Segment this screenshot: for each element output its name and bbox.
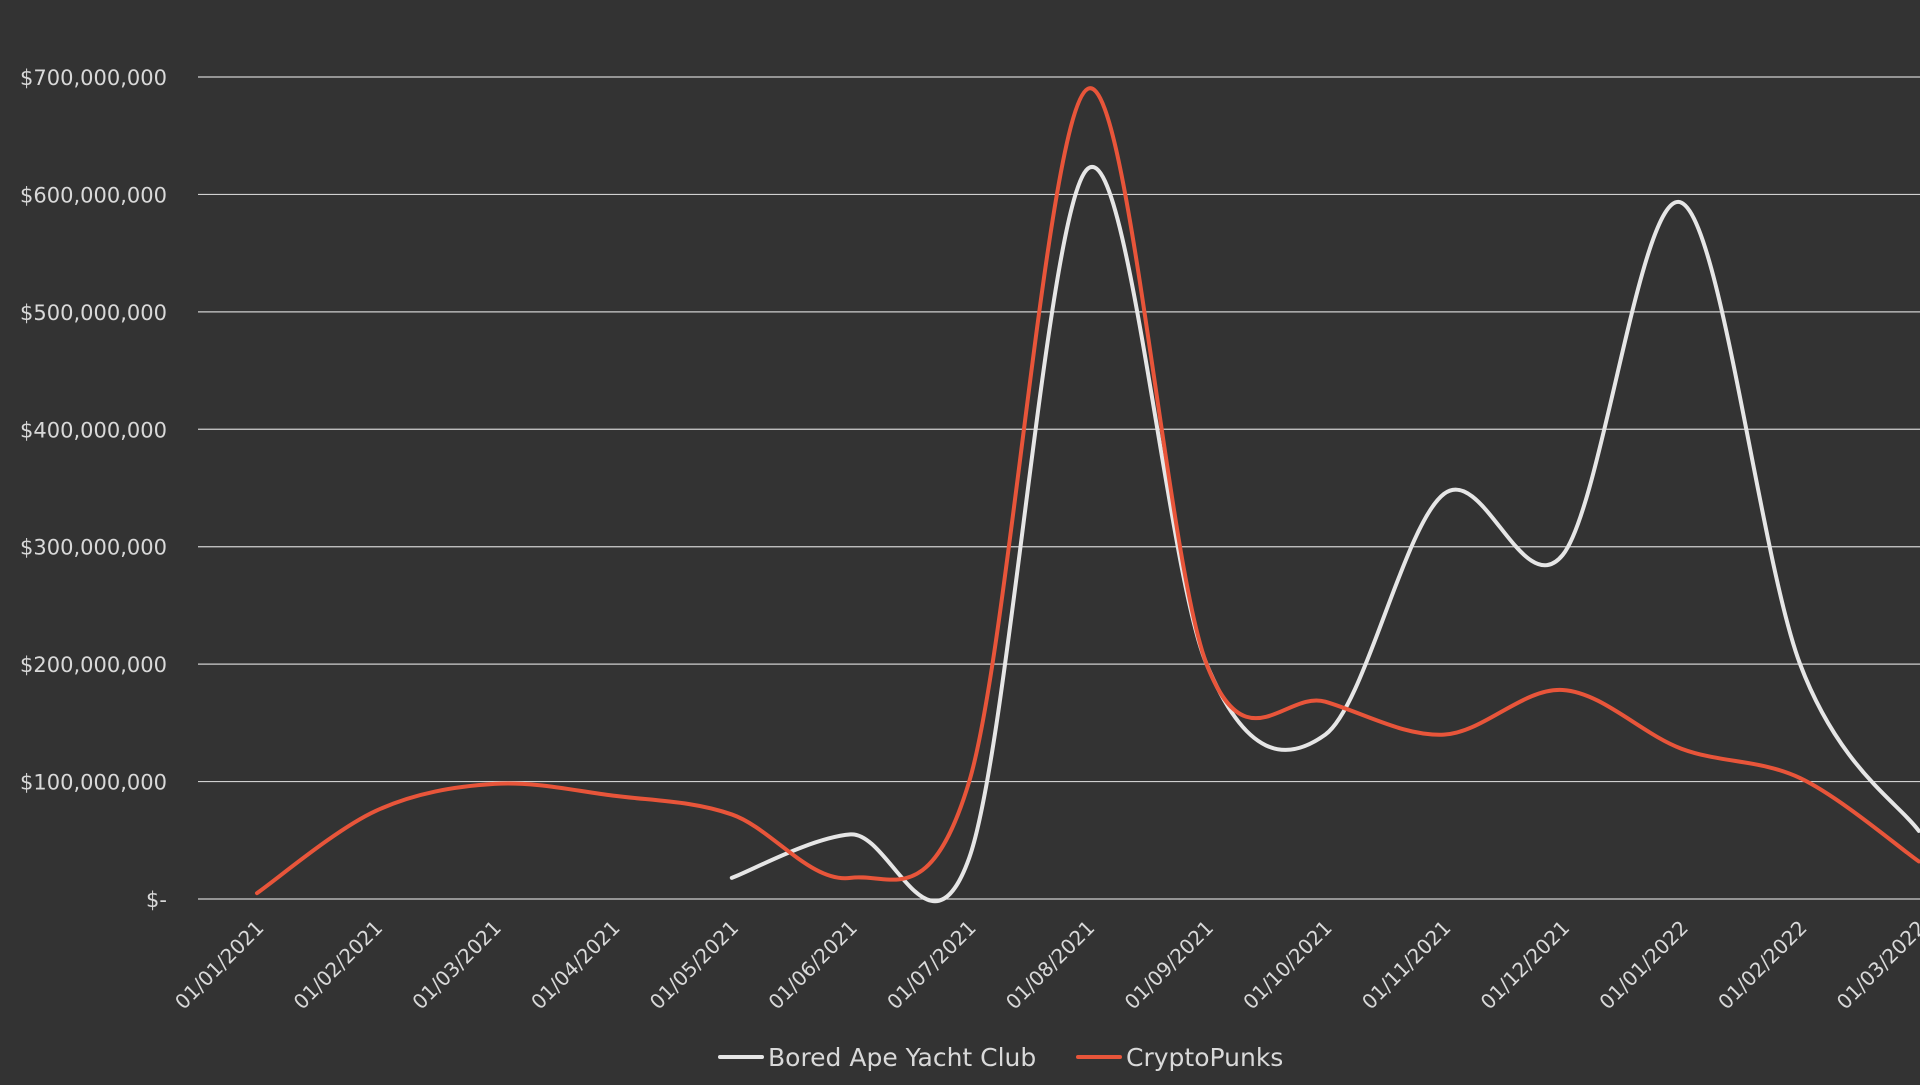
y-tick-label: $500,000,000 (20, 301, 167, 325)
x-tick-label: 01/11/2021 (1357, 916, 1455, 1014)
series-line-bored-ape-yacht-club (729, 164, 1920, 904)
x-tick-label: 01/09/2021 (1120, 916, 1218, 1014)
y-tick-label: $200,000,000 (20, 653, 167, 677)
series-line-cryptopunks (255, 86, 1920, 896)
x-tick-label: 01/02/2021 (289, 916, 387, 1014)
y-tick-label: $400,000,000 (20, 418, 167, 442)
x-tick-label: 01/03/2022 (1832, 916, 1920, 1014)
x-tick-label: 01/01/2022 (1594, 916, 1692, 1014)
y-tick-label: $700,000,000 (20, 66, 167, 90)
x-tick-label: 01/01/2021 (170, 916, 268, 1014)
x-tick-label: 01/08/2021 (1001, 916, 1099, 1014)
x-tick-label: 01/10/2021 (1238, 916, 1336, 1014)
y-tick-label: $100,000,000 (20, 771, 167, 795)
x-tick-label: 01/05/2021 (645, 916, 743, 1014)
x-tick-label: 01/03/2021 (407, 916, 505, 1014)
legend-label: CryptoPunks (1126, 1043, 1283, 1072)
x-tick-label: 01/04/2021 (526, 916, 624, 1014)
x-tick-label: 01/07/2021 (882, 916, 980, 1014)
y-tick-label: $300,000,000 (20, 536, 167, 560)
legend-label: Bored Ape Yacht Club (768, 1043, 1036, 1072)
x-tick-label: 01/02/2022 (1713, 916, 1811, 1014)
x-tick-label: 01/06/2021 (764, 916, 862, 1014)
x-tick-label: 01/12/2021 (1476, 916, 1574, 1014)
y-tick-label: $600,000,000 (20, 183, 167, 207)
y-tick-label: $- (146, 888, 167, 912)
